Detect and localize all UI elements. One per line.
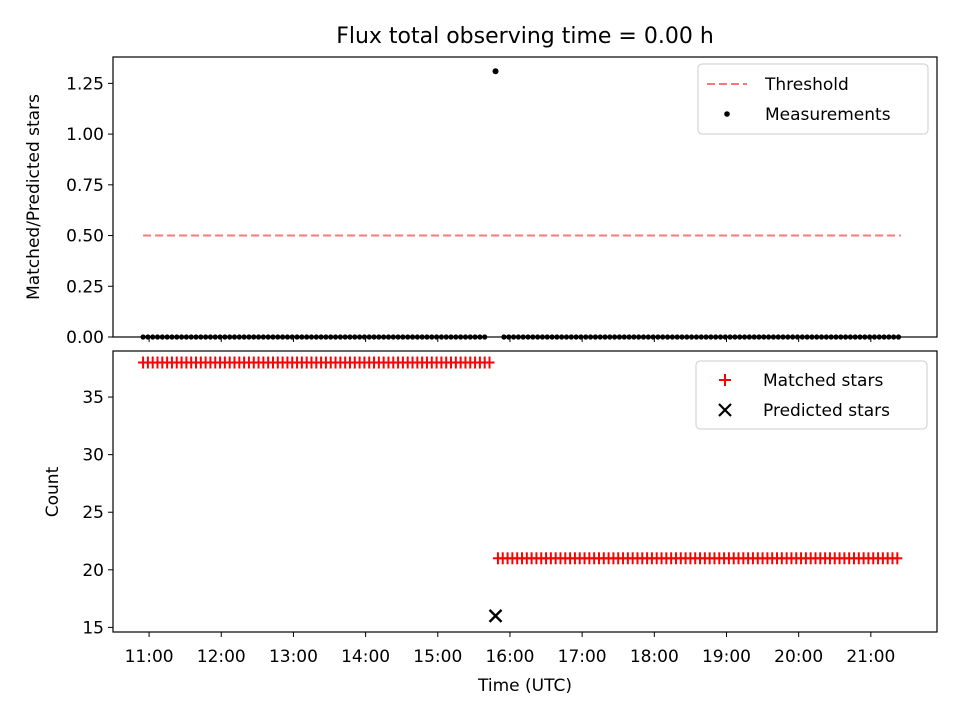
bottom-y-tick-label: 25 (82, 503, 104, 523)
legend-matched-swatch (719, 374, 731, 386)
bottom-x-tick-label: 20:00 (774, 647, 823, 667)
bottom-x-tick-label: 14:00 (341, 647, 390, 667)
bottom-legend: Matched stars Predicted stars (695, 360, 928, 430)
top-axes-frame (112, 56, 938, 338)
legend-predicted-label: Predicted stars (763, 401, 890, 421)
bottom-y-ticks: 15 20 25 30 35 (82, 388, 113, 638)
bottom-x-ticks: 11:00 12:00 13:00 14:00 15:00 16:00 17:00 18:00… (125, 632, 895, 667)
bottom-axes-frame (112, 350, 938, 633)
chart-title: Flux total observing time = 0.00 h (336, 24, 714, 49)
legend-threshold-label: Threshold (764, 75, 849, 95)
bottom-x-tick-label: 21:00 (846, 647, 895, 667)
bottom-y-tick-label: 30 (82, 446, 104, 466)
bottom-plot-marks (138, 356, 903, 623)
bottom-x-tick-label: 16:00 (485, 647, 534, 667)
top-y-tick-label: 1.25 (66, 74, 104, 94)
bottom-panel: 15 20 25 30 35 11:00 12:00 13:00 14:00 15:00 16:0… (43, 350, 938, 696)
legend-matched-label: Matched stars (763, 371, 883, 391)
legend-predicted-swatch (718, 403, 732, 417)
predicted-star-point (488, 609, 503, 623)
legend-measurements-label: Measurements (765, 105, 891, 125)
bottom-x-tick-label: 19:00 (702, 647, 751, 667)
top-y-axis-label: Matched/Predicted stars (24, 94, 44, 300)
bottom-x-tick-label: 15:00 (413, 647, 462, 667)
legend-measurements-swatch (724, 111, 730, 117)
bottom-x-tick-label: 11:00 (125, 647, 174, 667)
top-x-ticks (148, 337, 872, 342)
bottom-y-tick-label: 15 (82, 618, 104, 638)
matched-star-point (892, 552, 903, 565)
top-y-tick-label: 1.00 (66, 125, 104, 145)
top-y-tick-label: 0.00 (66, 328, 104, 348)
bottom-x-tick-label: 18:00 (630, 647, 679, 667)
top-y-ticks: 0.00 0.25 0.50 0.75 1.00 1.25 (66, 74, 113, 348)
top-legend: Threshold Measurements (697, 63, 929, 135)
bottom-x-tick-label: 17:00 (558, 647, 607, 667)
matched-star-point (484, 356, 495, 369)
top-y-tick-label: 0.50 (66, 227, 104, 247)
bottom-y-axis-label: Count (43, 466, 63, 517)
top-panel: 0.00 0.25 0.50 0.75 1.00 1.25 Matched/Predict… (24, 56, 938, 348)
x-axis-label: Time (UTC) (477, 676, 572, 696)
bottom-x-tick-label: 12:00 (197, 647, 246, 667)
measurement-outlier-point (492, 68, 499, 75)
bottom-x-tick-label: 13:00 (269, 647, 318, 667)
bottom-y-tick-label: 20 (82, 561, 104, 581)
top-y-tick-label: 0.75 (66, 176, 104, 196)
bottom-y-tick-label: 35 (82, 388, 104, 408)
top-y-tick-label: 0.25 (66, 277, 104, 297)
